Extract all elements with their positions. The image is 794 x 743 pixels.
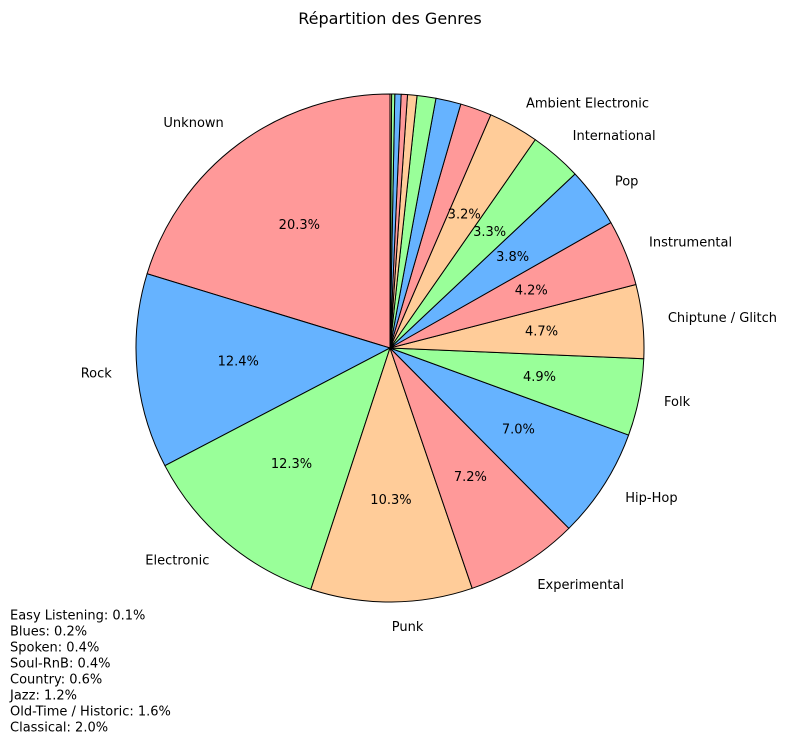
percent-label: 4.9% bbox=[523, 370, 556, 385]
pie-slice-rock bbox=[135, 273, 391, 467]
slice-labels: Unknown Rock Electronic Punk Experimental Hip… bbox=[81, 96, 777, 634]
slice-label: Pop bbox=[615, 175, 639, 190]
small-genre-note-line: Easy Listening: 0.1% bbox=[10, 609, 145, 624]
percent-label: 3.8% bbox=[496, 250, 529, 265]
percent-label: 3.3% bbox=[473, 225, 506, 240]
pie-slice-hip-hop bbox=[389, 347, 630, 529]
pie-slice-experimental bbox=[389, 347, 570, 589]
small-genre-note-line: Jazz: 1.2% bbox=[9, 689, 77, 704]
pie-slice-20 bbox=[389, 93, 393, 349]
percent-label: 4.7% bbox=[525, 325, 558, 340]
percent-label: 4.2% bbox=[515, 283, 548, 298]
slice-label: Punk bbox=[392, 620, 424, 635]
slice-label: Hip-Hop bbox=[625, 491, 677, 506]
slice-label: Instrumental bbox=[649, 236, 732, 251]
slice-label: Folk bbox=[664, 395, 691, 410]
percent-label: 7.2% bbox=[454, 470, 487, 485]
percent-label: 12.3% bbox=[271, 457, 312, 472]
slice-label: International bbox=[573, 129, 656, 144]
slice-label: Chiptune / Glitch bbox=[668, 311, 777, 326]
percent-label: 7.0% bbox=[502, 423, 535, 438]
percent-label: 20.3% bbox=[279, 218, 320, 233]
slice-label: Electronic bbox=[145, 554, 209, 569]
slice-label: Unknown bbox=[163, 116, 223, 131]
percent-label: 12.4% bbox=[218, 355, 259, 370]
pie-slices bbox=[135, 93, 645, 603]
small-genre-note-line: Old-Time / Historic: 1.6% bbox=[10, 705, 171, 720]
small-genres-note: Easy Listening: 0.1%Blues: 0.2%Spoken: 0… bbox=[9, 609, 171, 736]
pie-slice-electronic bbox=[164, 347, 391, 590]
slice-label: Rock bbox=[81, 366, 113, 381]
percent-label: 3.2% bbox=[448, 207, 481, 222]
slice-label: Experimental bbox=[537, 578, 624, 593]
small-genre-note-line: Soul-RnB: 0.4% bbox=[10, 657, 110, 672]
percent-label: 10.3% bbox=[370, 493, 411, 508]
percent-labels: 20.3% 12.4% 12.3% 10.3% 7.2% 7.0% 4.9% 4.7% 4.2%… bbox=[218, 207, 558, 508]
pie-slice-punk bbox=[310, 347, 473, 603]
small-genre-note-line: Blues: 0.2% bbox=[10, 625, 87, 640]
small-genre-note-line: Spoken: 0.4% bbox=[10, 641, 99, 656]
small-genre-note-line: Classical: 2.0% bbox=[10, 721, 108, 736]
slice-label: Ambient Electronic bbox=[526, 96, 649, 111]
pie-slice-unknown bbox=[146, 93, 391, 349]
small-genre-note-line: Country: 0.6% bbox=[10, 673, 102, 688]
chart-title: Répartition des Genres bbox=[298, 9, 481, 28]
